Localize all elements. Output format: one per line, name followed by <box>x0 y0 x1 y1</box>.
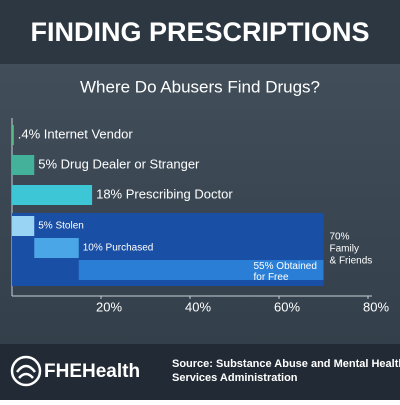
segment-bar <box>12 216 35 236</box>
brand-name: FHEHealth <box>44 361 140 382</box>
logo <box>10 355 42 387</box>
segment-label: 5% Stolen <box>38 221 84 232</box>
bar-label: 5% Drug Dealer or Stranger <box>38 156 200 171</box>
x-tick-label: 80% <box>363 299 389 314</box>
bar-label: 18% Prescribing Doctor <box>96 186 233 201</box>
segment-label: 55% Obtained <box>254 261 317 272</box>
group-label: Family <box>330 244 359 255</box>
segment-bar <box>34 238 79 258</box>
source-text: Services Administration <box>172 372 298 384</box>
group-label: & Friends <box>330 256 373 267</box>
header-band <box>0 0 400 64</box>
group-label: 70% <box>330 232 350 243</box>
chart-title: FINDING PRESCRIPTIONS <box>30 17 369 47</box>
bar <box>12 155 35 175</box>
segment-label: for Free <box>254 272 289 283</box>
source-text: Source: Substance Abuse and Mental Healt… <box>172 358 400 370</box>
x-tick-label: 20% <box>96 299 122 314</box>
bar <box>12 185 93 205</box>
x-tick-label: 40% <box>185 299 211 314</box>
x-tick-label: 60% <box>274 299 300 314</box>
bar <box>12 125 14 145</box>
segment-label: 10% Purchased <box>83 243 154 254</box>
segment-bar <box>78 260 324 280</box>
footer-band <box>0 344 400 400</box>
bar-label: .4% Internet Vendor <box>18 126 134 141</box>
chart-subtitle: Where Do Abusers Find Drugs? <box>80 77 320 96</box>
